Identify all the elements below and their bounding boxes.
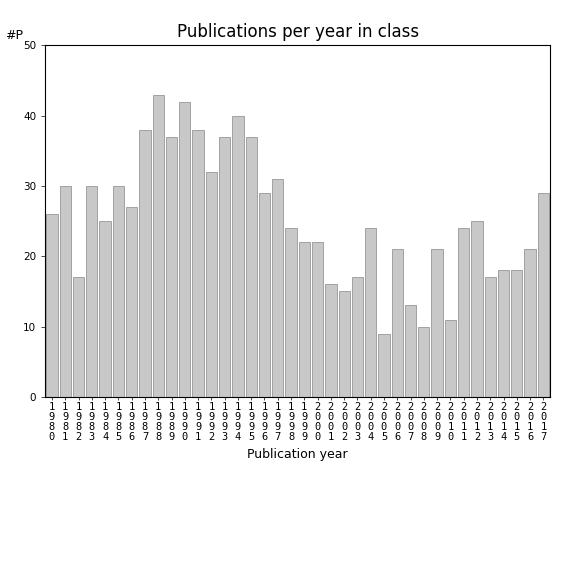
Bar [325,285,337,397]
Bar [365,228,376,397]
X-axis label: Publication year: Publication year [247,448,348,461]
Bar [418,327,429,397]
Bar [259,193,270,397]
Bar [352,277,363,397]
Bar [166,137,177,397]
Bar [445,320,456,397]
Bar [431,249,443,397]
Bar [272,179,284,397]
Bar [405,306,416,397]
Bar [126,207,137,397]
Bar [471,221,483,397]
Bar [338,291,350,397]
Bar [99,221,111,397]
Bar [511,270,522,397]
Bar [246,137,257,397]
Bar [60,186,71,397]
Bar [46,214,58,397]
Bar [153,95,164,397]
Bar [524,249,536,397]
Bar [73,277,84,397]
Bar [192,130,204,397]
Bar [299,242,310,397]
Bar [86,186,98,397]
Bar [378,333,390,397]
Bar [392,249,403,397]
Bar [219,137,230,397]
Bar [179,101,191,397]
Bar [485,277,496,397]
Title: Publications per year in class: Publications per year in class [176,23,419,41]
Bar [285,228,297,397]
Bar [458,228,469,397]
Bar [139,130,151,397]
Bar [498,270,509,397]
Bar [312,242,323,397]
Bar [206,172,217,397]
Bar [538,193,549,397]
Text: #P: #P [5,29,23,42]
Bar [232,116,244,397]
Bar [113,186,124,397]
